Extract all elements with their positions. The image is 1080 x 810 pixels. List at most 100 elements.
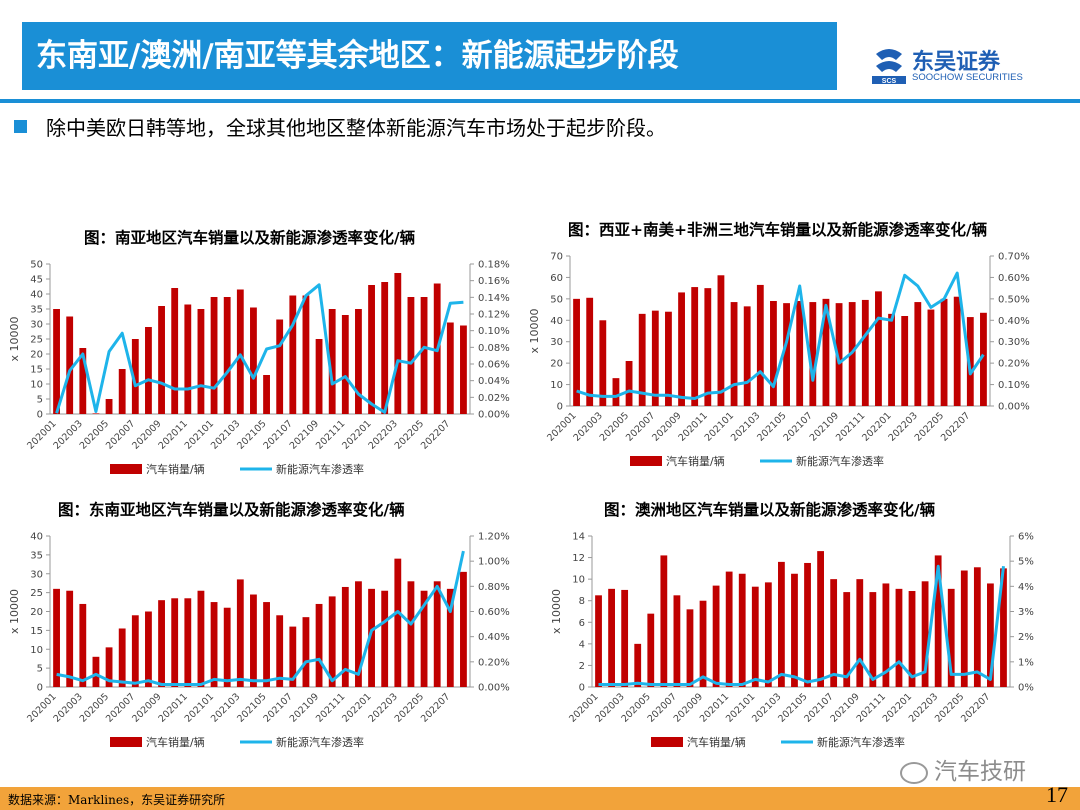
- bar: [822, 298, 830, 406]
- penetration-line: [56, 550, 465, 686]
- y2-tick-label: 0.16%: [478, 276, 510, 287]
- y-tick-label: 25: [30, 588, 43, 599]
- bar: [660, 555, 668, 687]
- bar: [145, 327, 152, 414]
- bar: [53, 588, 60, 687]
- y-tick-label: 20: [30, 607, 43, 618]
- y-tick-label: 10: [30, 380, 43, 391]
- bar: [407, 581, 415, 687]
- logo-mark-text: SCS: [882, 78, 897, 85]
- bar: [665, 311, 672, 406]
- bar: [446, 322, 454, 414]
- bar: [368, 588, 375, 687]
- y-tick-label: 5: [37, 664, 43, 675]
- bar: [223, 607, 231, 687]
- bar: [638, 313, 646, 406]
- y2-tick-label: 0.50%: [998, 294, 1030, 305]
- bar: [302, 295, 310, 414]
- y-tick-label: 15: [30, 365, 43, 376]
- y2-tick-label: 5%: [1018, 557, 1034, 568]
- legend-bar-swatch: [110, 737, 142, 747]
- bar: [756, 284, 764, 406]
- y2-tick-label: 0.80%: [478, 582, 510, 593]
- bar: [595, 595, 602, 687]
- watermark-text: 汽车技研: [934, 759, 1026, 785]
- y2-tick-label: 2%: [1018, 632, 1034, 643]
- bar: [276, 319, 284, 414]
- bar: [53, 309, 60, 414]
- bar: [171, 288, 179, 414]
- bar: [79, 603, 87, 687]
- bar: [843, 592, 851, 687]
- bar: [901, 316, 909, 406]
- wechat-icon: [900, 761, 928, 784]
- bar: [783, 303, 790, 406]
- bar: [686, 609, 694, 687]
- bar: [1000, 568, 1007, 687]
- bar: [79, 348, 87, 414]
- bar: [869, 592, 877, 687]
- bar: [263, 375, 270, 414]
- bar: [625, 361, 633, 406]
- bar: [158, 306, 165, 414]
- bar: [223, 297, 231, 414]
- bar: [751, 586, 759, 687]
- bar: [394, 558, 402, 687]
- y2-tick-label: 0.04%: [478, 376, 510, 387]
- bar: [131, 339, 139, 414]
- bar: [791, 573, 798, 687]
- bar: [381, 282, 389, 414]
- legend-line-label: 新能源汽车渗透率: [276, 462, 364, 476]
- x-tick-label: 202207: [419, 691, 452, 724]
- logo-mark-icon: SCS: [872, 49, 906, 85]
- legend-bar-label: 汽车销量/辆: [146, 462, 205, 476]
- bar: [743, 306, 751, 406]
- y2-tick-label: 0.02%: [478, 393, 510, 404]
- bar: [647, 613, 655, 687]
- bar: [460, 325, 467, 414]
- y-tick-label: 0: [579, 683, 585, 694]
- y-tick-label: 5: [37, 395, 43, 406]
- bar: [381, 590, 389, 687]
- bar: [796, 301, 804, 406]
- y2-tick-label: 0.20%: [478, 657, 510, 668]
- y2-tick-label: 1.00%: [478, 557, 510, 568]
- bar: [966, 317, 974, 406]
- bar: [699, 600, 707, 687]
- bar: [158, 600, 165, 687]
- penetration-line: [598, 564, 1005, 686]
- y-tick-label: 20: [30, 350, 43, 361]
- chart-title-australia: 图：澳洲地区汽车销量以及新能源渗透率变化/辆: [604, 501, 936, 519]
- y-tick-label: 10: [30, 645, 43, 656]
- bar: [691, 287, 699, 406]
- intro-text: 除中美欧日韩等地，全球其他地区整体新能源汽车市场处于起步阶段。: [46, 116, 666, 140]
- footer-bar: 数据来源：Marklines，东吴证券研究所: [0, 787, 1080, 810]
- bar: [717, 275, 725, 406]
- y-tick-label: 30: [550, 337, 563, 348]
- bar: [368, 285, 375, 414]
- y-tick-label: 40: [550, 316, 563, 327]
- bar: [921, 581, 929, 687]
- y-tick-label: 70: [550, 252, 563, 263]
- page-number: 17: [1046, 782, 1068, 807]
- chart-title-south-asia: 图：南亚地区汽车销量以及新能源渗透率变化/辆: [84, 229, 416, 247]
- bar: [673, 595, 681, 687]
- x-tick-label: 202207: [939, 410, 972, 443]
- chart-west-asia-south-america-africa: 0 10 20 30 40 50 60 70 0.00% 0.10% 0.20% 0.30% 0.40%…: [528, 252, 1030, 469]
- bar: [118, 369, 126, 414]
- bar: [289, 295, 297, 414]
- chart-south-asia: 0 5 10 15 20 25 30 35 40 45 50 0.00% 0.02% 0.04% 0.06%…: [8, 260, 510, 477]
- y2-tick-label: 3%: [1018, 607, 1034, 618]
- y-tick-label: 50: [550, 294, 563, 305]
- y2-tick-label: 0.12%: [478, 310, 510, 321]
- bar: [66, 316, 74, 414]
- bar: [573, 298, 580, 406]
- y-tick-label: 10: [550, 380, 563, 391]
- bar: [712, 585, 720, 687]
- bar: [302, 617, 310, 687]
- bar: [927, 309, 935, 406]
- bar: [725, 571, 733, 687]
- page-title: 东南亚/澳洲/南亚等其余地区：新能源起步阶段: [22, 22, 837, 90]
- bar: [446, 588, 454, 687]
- bar: [914, 302, 922, 406]
